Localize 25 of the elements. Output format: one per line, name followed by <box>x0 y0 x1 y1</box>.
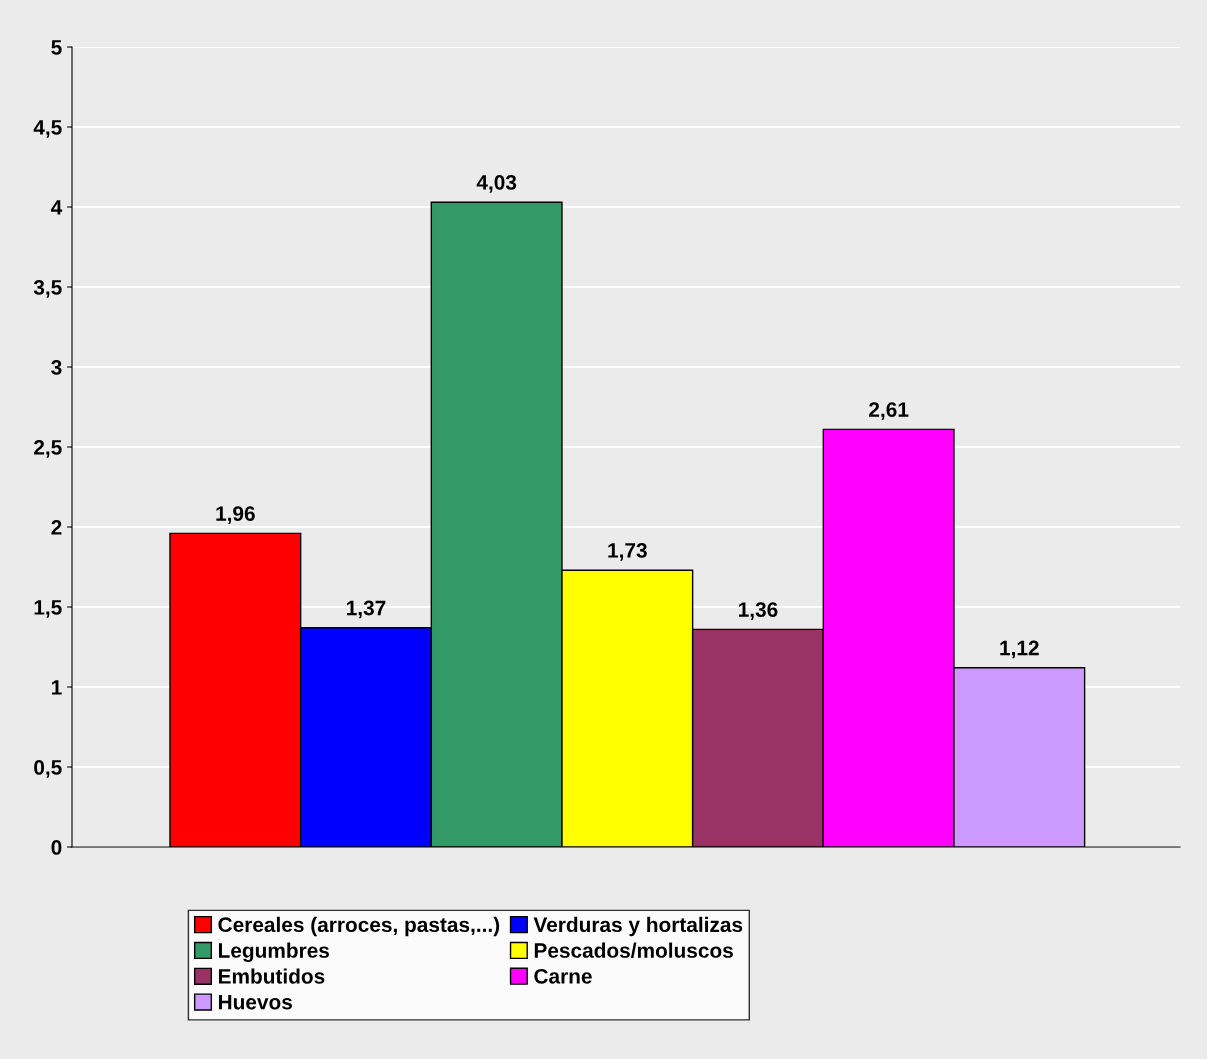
y-tick-label: 2,5 <box>34 440 62 458</box>
y-tick-label: 3 <box>51 360 62 375</box>
data-label: 1,12 <box>1000 640 1039 659</box>
y-tick-label: 4 <box>51 200 63 215</box>
legend-label: Huevos <box>218 994 292 1010</box>
legend-label: Pescados/moluscos <box>534 942 733 959</box>
legend-label: Carne <box>534 968 592 984</box>
y-tick-label: 2 <box>51 520 62 535</box>
y-tick-label: 0 <box>51 840 62 855</box>
data-label: 1,96 <box>216 506 255 524</box>
y-tick-label: 0,5 <box>34 760 62 778</box>
y-tick-label: 1 <box>52 680 62 695</box>
data-label: 4,03 <box>476 175 517 193</box>
data-label: 1,73 <box>608 543 647 561</box>
y-tick-label: 3,5 <box>33 280 62 298</box>
legend-label: Legumbres <box>218 942 330 963</box>
data-label: 1,37 <box>347 600 386 619</box>
legend-label: Verduras y hortalizas <box>533 916 743 937</box>
legend-label: Cereales (arroces, pastas,...) <box>218 916 500 937</box>
data-label: 1,36 <box>739 602 778 620</box>
y-tick-label: 5 <box>51 40 62 55</box>
legend-label: Embutidos <box>218 968 325 984</box>
y-tick-label: 1,5 <box>34 600 62 618</box>
data-label: 2,61 <box>869 402 909 420</box>
y-tick-label: 4,5 <box>33 120 62 138</box>
